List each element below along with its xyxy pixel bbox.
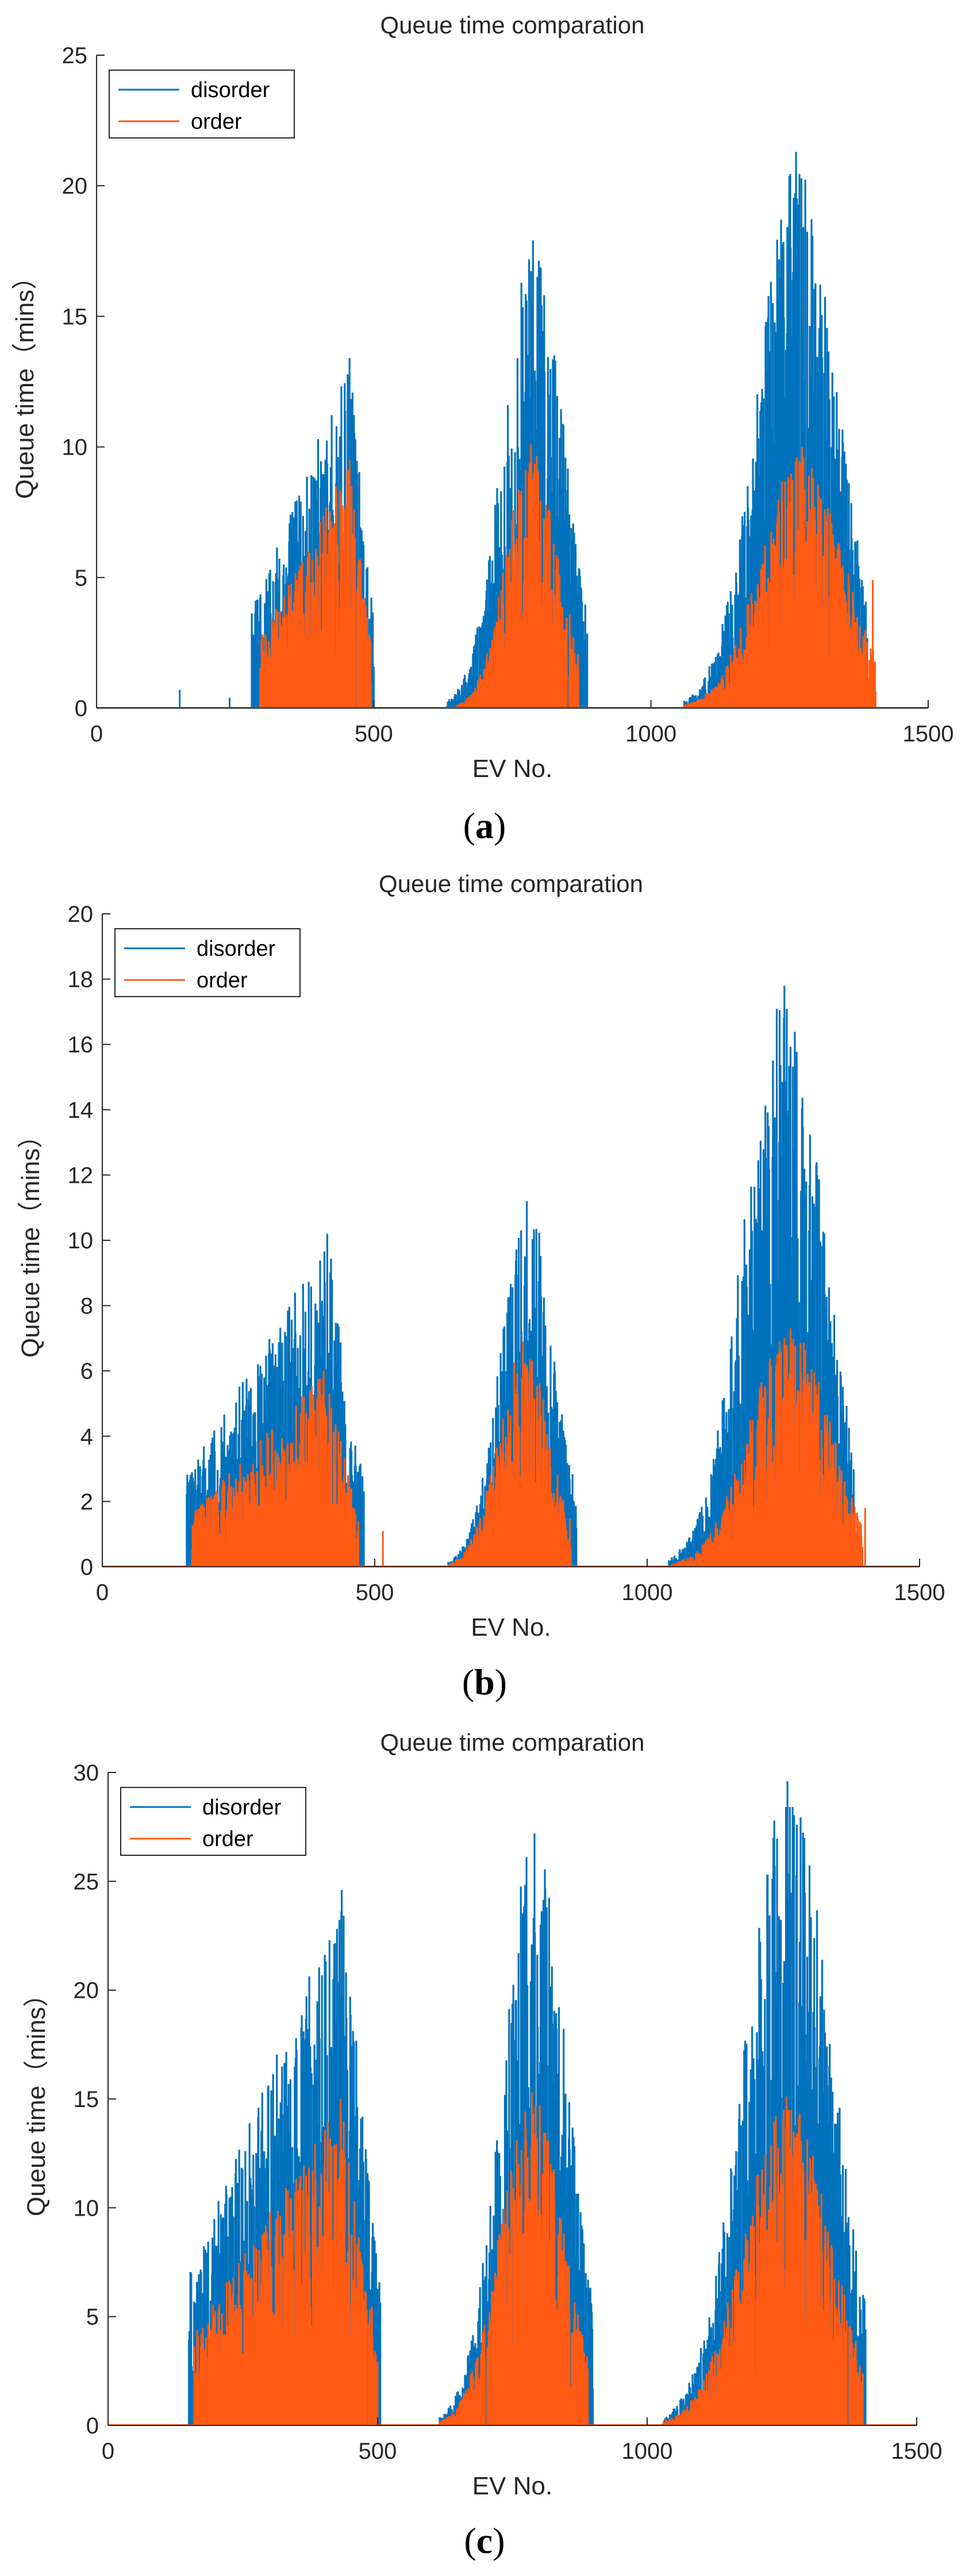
x-axis-label: EV No. — [471, 1613, 551, 1641]
y-axis-label: Queue time（mins） — [11, 264, 39, 499]
y-tick-label: 16 — [68, 1032, 94, 1058]
x-tick-label: 1500 — [894, 1580, 945, 1605]
y-tick-label: 14 — [68, 1098, 94, 1123]
series-order — [102, 1328, 920, 1567]
chart-title: Queue time comparation — [380, 11, 645, 39]
y-tick-label: 0 — [80, 1555, 93, 1580]
series-order — [108, 2092, 917, 2425]
panel-a: Queue time comparation 0 5 10 15 20 25 0 500 1000… — [0, 0, 969, 859]
legend-label-disorder: disorder — [191, 78, 270, 102]
chart-a: Queue time comparation 0 5 10 15 20 25 0 500 1000… — [11, 11, 954, 783]
y-tick-label: 15 — [62, 304, 88, 329]
y-tick-label: 20 — [68, 902, 94, 927]
y-tick-label: 12 — [68, 1163, 94, 1188]
legend: disorder order — [109, 70, 295, 139]
x-tick-label: 0 — [90, 721, 103, 747]
y-tick-label: 25 — [62, 43, 88, 68]
chart-b: Queue time comparation 0 2 4 6 8 10 12 14 16 18 20 0… — [17, 870, 945, 1641]
x-tick-label: 1000 — [622, 1580, 673, 1605]
panel-label-a: (a) — [463, 805, 506, 846]
x-tick-label: 0 — [96, 1580, 109, 1605]
y-tick-label: 20 — [62, 174, 88, 199]
y-tick-label: 10 — [62, 435, 88, 460]
y-tick-label: 18 — [68, 967, 94, 993]
series-order — [97, 444, 928, 708]
panel-b: Queue time comparation 0 2 4 6 8 10 12 14 16 18 20 0… — [0, 859, 969, 1717]
x-tick-label: 1000 — [625, 721, 676, 747]
legend-label-order: order — [191, 110, 242, 134]
x-tick-label: 500 — [356, 1580, 394, 1605]
y-tick-label: 0 — [75, 696, 87, 721]
y-tick-label: 6 — [80, 1359, 93, 1384]
y-axis-label: Queue time（mins） — [17, 1123, 45, 1358]
panel-label-b: (b) — [462, 1662, 507, 1702]
legend-box — [114, 928, 301, 997]
x-tick-label: 500 — [355, 721, 393, 747]
y-tick-label: 4 — [80, 1424, 93, 1450]
x-tick-label: 1500 — [903, 721, 954, 747]
y-tick-label: 5 — [75, 566, 87, 591]
legend-label-order: order — [197, 968, 248, 993]
y-tick-label: 8 — [80, 1294, 93, 1319]
panel-c: Queue time comparation 0 5 10 15 20 25 30 0 500 10… — [0, 1717, 969, 2576]
legend: disorder order — [114, 928, 301, 997]
chart-title: Queue time comparation — [380, 1729, 645, 1756]
legend-label-disorder: disorder — [197, 937, 276, 961]
legend-box — [109, 70, 295, 139]
y-tick-label: 10 — [68, 1228, 94, 1254]
y-tick-label: 2 — [80, 1489, 93, 1514]
chart-title: Queue time comparation — [379, 870, 643, 897]
x-axis-label: EV No. — [472, 755, 552, 783]
